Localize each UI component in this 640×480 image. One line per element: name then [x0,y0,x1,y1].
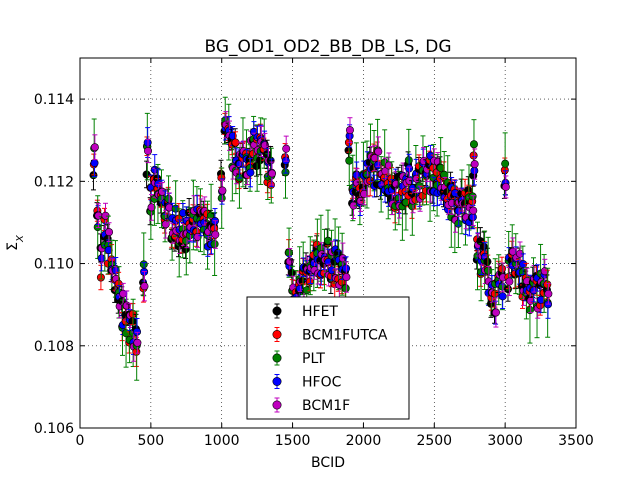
legend: HFET BCM1FUTCA PLT HFOC BCM1F [246,296,410,420]
data-point [193,232,202,241]
data-point [345,156,354,165]
legend-marker [272,400,282,410]
data-points [89,96,553,381]
data-point [498,292,507,301]
data-point [469,206,478,215]
x-tick-label: 1000 [204,433,240,449]
data-point [228,131,237,140]
legend-label: BCM1F [302,398,350,414]
x-tick-label: 500 [137,433,164,449]
data-point [158,187,167,196]
data-point [374,147,383,156]
data-point [268,169,277,178]
data-point [544,289,553,298]
data-point [345,126,354,135]
data-point [218,186,227,195]
x-tick-label: 0 [76,433,85,449]
data-point [133,338,142,347]
x-tick-label: 3500 [558,433,594,449]
x-tick-label: 1500 [275,433,311,449]
legend-label: BCM1FUTCA [302,328,388,344]
data-point [104,246,113,255]
legend-label: PLT [302,351,325,367]
data-point [147,203,156,212]
y-tick-label: 0.106 [34,421,74,437]
data-point [519,260,528,269]
legend-marker [272,306,282,316]
plot-frame [79,57,577,429]
data-point [484,266,493,275]
data-point [142,170,151,179]
data-point [505,277,514,286]
y-tick-label: 0.112 [34,174,74,190]
data-point [210,240,219,249]
x-tick-label: 3000 [487,433,523,449]
data-point [436,163,445,172]
data-point [266,156,275,165]
data-point [342,273,351,282]
legend-label: HFOC [302,375,342,391]
data-point [341,284,350,293]
legend-marker [272,376,282,386]
data-point [285,248,294,257]
x-tick-label: 2000 [346,433,382,449]
data-point [144,146,153,155]
legend-marker [272,329,282,339]
data-point [468,192,477,201]
y-tick-label: 0.110 [34,257,74,273]
legend-label: HFET [302,304,338,320]
data-point [501,182,510,191]
data-point [211,230,220,239]
data-point [105,228,114,237]
data-point [140,282,149,291]
data-point [90,143,99,152]
x-tick-label: 2500 [416,433,452,449]
chart-title: BG_OD1_OD2_BB_DB_LS, DG [204,37,451,57]
data-point [469,140,478,149]
data-point [90,158,99,167]
data-point [181,245,190,254]
data-point [491,308,500,317]
x-axis-label: BCID [311,455,345,471]
legend-marker [272,353,282,363]
data-point [282,144,291,153]
data-point [246,168,255,177]
data-point [501,159,510,168]
y-tick-label: 0.108 [34,339,74,355]
axis-ticks: 0 500 1000 1500 2000 2500 3000 3500 0.106 0.108 0.… [34,58,594,449]
data-point [536,295,545,304]
data-point [470,160,479,169]
y-tick-label: 0.114 [34,92,74,108]
